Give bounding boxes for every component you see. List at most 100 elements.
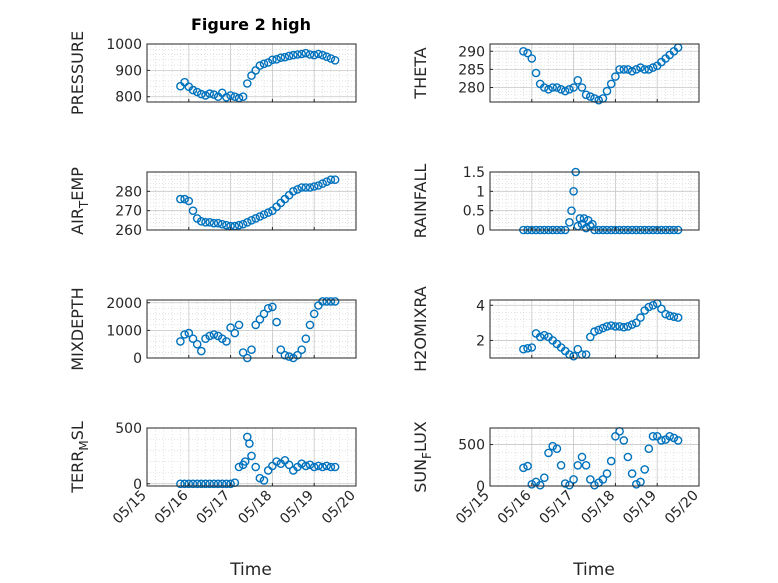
data-point [322,461,332,471]
data-point [284,460,294,470]
data-point [305,460,315,470]
data-point [196,479,206,489]
data-point [540,83,549,92]
data-point [276,345,286,355]
data-point [640,65,650,74]
data-point [255,61,265,70]
x-axis-label-right: Time [572,560,615,580]
data-point [598,323,608,333]
data-point [222,337,231,346]
data-point [519,344,528,354]
y-tick-label: 0 [133,477,142,493]
data-point [222,93,231,102]
data-point [230,92,240,101]
data-point [238,92,248,101]
plot-area [490,172,699,230]
data-point [623,322,633,331]
data-point [293,350,302,360]
data-point [326,462,336,472]
data-point [552,444,562,454]
y-tick-label: 285 [458,62,485,78]
data-point [192,339,202,349]
data-point [309,182,319,191]
data-point [309,50,319,60]
data-point [201,479,210,489]
data-point [196,89,206,99]
y-tick-label: 1000 [106,37,142,53]
subplot-rainfall: 0 0.5 1 1.5 RAINFALL [411,164,700,239]
data-point [556,460,566,470]
subplot-terr-msl: 0 500 05/15 05/16 05/17 05/18 05/19 05/20 TERRMS… [68,421,359,527]
x-tick-label: 05/15 [453,488,493,528]
data-point [226,479,235,489]
data-point [648,63,658,72]
y-axis-label: SUNFLUX [411,421,434,493]
y-axis-label: THETA [411,47,430,99]
data-point [205,217,214,227]
data-point [575,214,585,223]
data-point [594,325,604,335]
data-point [527,479,537,489]
data-point [301,334,311,344]
data-point [297,345,307,355]
data-point [627,66,637,76]
data-point [606,456,616,466]
x-tick-label: 05/20 [319,488,359,528]
data-point [523,461,532,471]
axes-box [489,171,700,231]
data-point [247,71,256,80]
data-point [222,479,231,489]
data-point [318,297,327,306]
data-point [661,309,670,319]
y-axis-label: MIXDEPTH [68,287,87,370]
data-point [245,439,254,448]
data-point [226,323,235,332]
data-point [619,436,629,445]
data-point [201,91,210,100]
data-point [293,185,302,194]
data-point [573,460,583,470]
data-point [201,217,210,227]
data-point [213,218,223,228]
y-tick-label: 1.5 [463,165,485,181]
data-point [314,461,323,471]
data-point [322,52,332,62]
data-point [288,50,298,60]
y-axis-label: AIRTEMP [68,167,91,235]
data-point [255,212,265,221]
data-point [251,214,260,223]
data-point [242,79,252,88]
data-point [318,179,327,188]
data-point [640,465,650,474]
data-point [573,344,583,354]
data-point [636,63,645,72]
data-point [213,479,223,489]
y-tick-label: 260 [115,223,142,239]
data-point [627,320,637,329]
data-point [540,330,549,340]
data-point [309,462,319,472]
y-tick-label: 800 [115,90,142,106]
data-point [569,83,578,92]
data-point [196,346,206,356]
y-axis-label: TERRMSL [68,421,91,494]
data-point [176,337,185,346]
data-point [318,462,327,472]
data-point [673,313,683,322]
data-point [326,175,336,184]
y-axis-label: H2OMIXRA [411,286,430,372]
data-point [673,436,683,445]
data-point [623,65,633,74]
data-point [180,479,189,489]
x-axis-label-left: Time [229,560,272,580]
data-point [309,309,319,319]
data-point [255,314,265,324]
data-point [535,332,545,342]
y-tick-label: 2000 [106,296,142,312]
data-point [176,479,185,489]
subplot-air-temp: 260 270 280 AIRTEMP [68,167,357,239]
data-point [627,469,637,478]
data-point [240,457,250,466]
data-point [535,480,545,490]
